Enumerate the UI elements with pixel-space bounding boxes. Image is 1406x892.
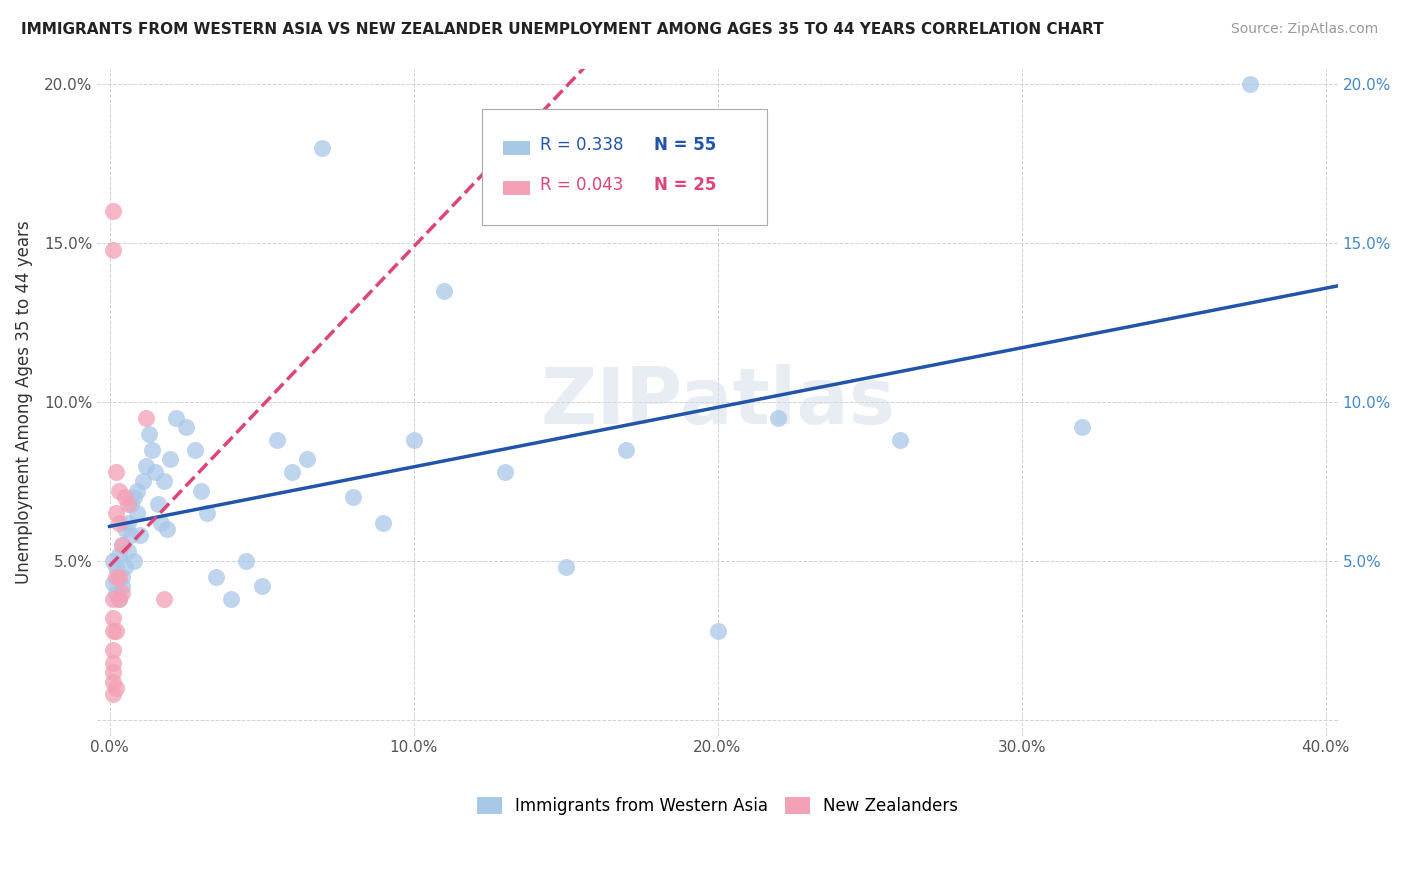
Text: Source: ZipAtlas.com: Source: ZipAtlas.com <box>1230 22 1378 37</box>
Point <box>132 475 155 489</box>
Point <box>125 483 148 498</box>
Point <box>101 243 124 257</box>
Point <box>165 411 187 425</box>
Point <box>120 497 142 511</box>
Point <box>122 491 145 505</box>
Point <box>150 516 173 530</box>
Point <box>104 624 127 638</box>
Point <box>101 204 124 219</box>
Point <box>101 554 124 568</box>
Point <box>104 465 127 479</box>
Point <box>433 284 456 298</box>
Point <box>402 433 425 447</box>
Text: IMMIGRANTS FROM WESTERN ASIA VS NEW ZEALANDER UNEMPLOYMENT AMONG AGES 35 TO 44 Y: IMMIGRANTS FROM WESTERN ASIA VS NEW ZEAL… <box>21 22 1104 37</box>
Point <box>183 442 205 457</box>
Point <box>107 516 129 530</box>
Point <box>281 465 304 479</box>
Point <box>101 642 124 657</box>
Point <box>107 592 129 607</box>
Point <box>195 506 218 520</box>
Point <box>101 665 124 679</box>
Point <box>111 585 134 599</box>
Point <box>250 579 273 593</box>
Point <box>141 442 163 457</box>
Point <box>143 465 166 479</box>
Point <box>107 570 129 584</box>
Point <box>153 475 176 489</box>
Point <box>111 538 134 552</box>
Point <box>125 506 148 520</box>
Point <box>107 592 129 607</box>
Point <box>101 674 124 689</box>
Point <box>101 576 124 591</box>
Point <box>111 570 134 584</box>
Point <box>120 528 142 542</box>
Text: ZIPatlas: ZIPatlas <box>540 364 896 440</box>
Point <box>104 681 127 695</box>
Point <box>266 433 288 447</box>
Point <box>101 687 124 701</box>
Point <box>205 570 228 584</box>
Point <box>135 458 157 473</box>
Text: R = 0.043: R = 0.043 <box>540 177 623 194</box>
Point <box>1239 78 1261 92</box>
Point <box>311 141 333 155</box>
Point <box>117 497 139 511</box>
Point <box>122 554 145 568</box>
Point <box>114 491 136 505</box>
Point <box>889 433 911 447</box>
Point <box>494 465 516 479</box>
Point <box>114 560 136 574</box>
Point <box>111 538 134 552</box>
Point <box>101 592 124 607</box>
Point <box>153 592 176 607</box>
Point <box>342 491 364 505</box>
Point <box>1071 420 1094 434</box>
Point <box>104 585 127 599</box>
Point <box>295 452 318 467</box>
Point <box>146 497 169 511</box>
Point <box>101 656 124 670</box>
Point <box>235 554 257 568</box>
Point <box>114 522 136 536</box>
Point <box>554 560 576 574</box>
Point <box>107 548 129 562</box>
FancyBboxPatch shape <box>482 109 768 226</box>
Point <box>190 483 212 498</box>
Point <box>159 452 181 467</box>
Point <box>104 570 127 584</box>
Text: N = 25: N = 25 <box>654 177 717 194</box>
Point <box>104 506 127 520</box>
Point <box>219 592 242 607</box>
Point <box>117 516 139 530</box>
Point <box>101 611 124 625</box>
Point <box>104 560 127 574</box>
Y-axis label: Unemployment Among Ages 35 to 44 years: Unemployment Among Ages 35 to 44 years <box>15 220 32 584</box>
Text: N = 55: N = 55 <box>654 136 717 154</box>
Legend: Immigrants from Western Asia, New Zealanders: Immigrants from Western Asia, New Zealan… <box>470 790 965 822</box>
Point <box>107 483 129 498</box>
Point <box>768 411 790 425</box>
Text: R = 0.338: R = 0.338 <box>540 136 624 154</box>
Point <box>117 544 139 558</box>
Point <box>135 411 157 425</box>
Bar <box>503 141 530 155</box>
Point <box>174 420 197 434</box>
Point <box>138 426 160 441</box>
Point <box>371 516 394 530</box>
Point <box>111 579 134 593</box>
Point <box>614 442 637 457</box>
Point <box>706 624 728 638</box>
Point <box>156 522 179 536</box>
Point <box>129 528 152 542</box>
Bar <box>503 180 530 195</box>
Point <box>101 624 124 638</box>
